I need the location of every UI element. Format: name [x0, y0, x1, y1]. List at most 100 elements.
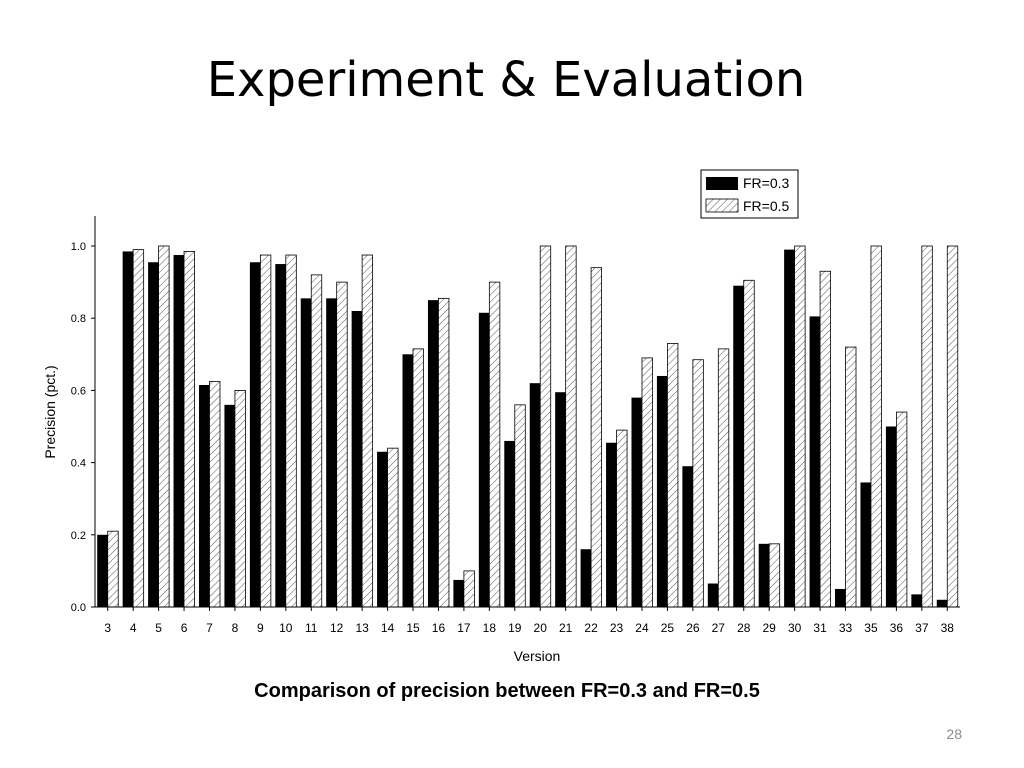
x-tick-label: 38: [941, 621, 955, 635]
bar-fr03-28: [733, 285, 744, 607]
bar-fr03-29: [758, 543, 770, 607]
x-tick-label: 18: [483, 621, 497, 635]
bar-fr05-14: [387, 447, 399, 608]
bar-fr03-25: [656, 375, 668, 607]
x-tick-label: 36: [890, 621, 904, 635]
x-tick-label: 20: [534, 621, 548, 635]
x-tick-label: 11: [305, 621, 318, 635]
bar-fr05-5: [158, 245, 170, 608]
bar-fr03-26: [682, 466, 693, 607]
x-tick-label: 33: [839, 621, 853, 635]
bar-fr05-29: [768, 543, 781, 608]
x-tick-label: 28: [737, 621, 751, 635]
bar-fr03-3: [97, 534, 108, 607]
legend-label-fr05: FR=0.5: [743, 198, 790, 214]
bar-fr05-35: [870, 245, 882, 608]
bar-fr05-20: [539, 245, 552, 608]
bar-fr03-33: [835, 588, 846, 607]
bar-fr03-35: [860, 482, 871, 607]
x-tick-label: 8: [232, 621, 239, 635]
bar-fr05-38: [946, 245, 959, 608]
page-number: 28: [946, 726, 962, 742]
x-tick-label: 27: [712, 621, 726, 635]
bar-fr05-28: [743, 279, 755, 608]
x-tick-label: 21: [559, 621, 573, 635]
legend: FR=0.3 FR=0.5: [700, 169, 799, 219]
bar-fr03-8: [224, 404, 235, 607]
x-tick-label: 6: [181, 621, 188, 635]
x-axis-label: Version: [514, 648, 561, 664]
x-tick-label: 9: [257, 621, 264, 635]
bar-fr05-7: [209, 380, 221, 608]
x-tick-label: 25: [661, 621, 675, 635]
bar-fr05-36: [896, 411, 908, 608]
x-tick-label: 30: [788, 621, 802, 635]
bar-fr05-18: [488, 281, 501, 608]
bar-fr05-16: [438, 297, 450, 608]
bar-fr03-18: [478, 312, 490, 607]
bar-fr05-11: [310, 274, 323, 608]
bar-fr05-15: [412, 348, 424, 608]
bar-fr03-11: [300, 298, 312, 607]
bar-fr03-12: [326, 298, 337, 607]
x-tick-label: 26: [686, 621, 700, 635]
legend-label-fr03: FR=0.3: [743, 175, 790, 191]
bar-fr05-8: [234, 389, 246, 608]
y-tick-label: 0.8: [71, 313, 86, 325]
y-tick-label: 1.0: [71, 241, 86, 253]
x-tick-label: 13: [355, 621, 369, 635]
bar-fr03-7: [198, 384, 210, 607]
bar-fr05-6: [183, 251, 195, 608]
bar-fr03-19: [504, 440, 515, 607]
axes-layer: [94, 216, 960, 608]
bar-fr05-31: [819, 270, 831, 608]
x-ticks: 3 4 5 6 7 8 9 10 11 12 13 14 15 16 17 18 19 20 21 22 23 24 25 2…: [104, 607, 954, 635]
bar-fr05-3: [107, 530, 119, 608]
x-tick-label: 37: [915, 621, 929, 635]
legend-swatch-fr03: [706, 177, 738, 190]
bar-fr05-21: [565, 245, 577, 608]
bar-fr03-16: [427, 300, 439, 607]
bar-fr05-22: [590, 267, 602, 608]
bar-fr03-30: [784, 249, 795, 608]
x-tick-label: 22: [584, 621, 598, 635]
x-tick-label: 15: [406, 621, 420, 635]
x-tick-label: 31: [813, 621, 827, 635]
bar-fr03-20: [529, 383, 541, 607]
x-tick-label: 29: [763, 621, 777, 635]
bar-fr05-13: [361, 254, 374, 608]
slide-title: Experiment & Evaluation: [206, 52, 806, 108]
x-tick-label: 35: [864, 621, 878, 635]
bar-fr03-14: [377, 451, 388, 607]
y-axis-label: Precision (pct.): [42, 365, 58, 458]
y-tick-label: 0.4: [71, 458, 86, 470]
x-tick-label: 19: [508, 621, 522, 635]
bar-fr05-4: [132, 249, 145, 608]
y-tick-label: 0.6: [71, 385, 86, 397]
x-tick-label: 23: [610, 621, 624, 635]
bar-fr05-23: [616, 429, 628, 608]
x-tick-label: 4: [130, 621, 137, 635]
bar-fr03-5: [148, 262, 159, 607]
x-tick-label: 12: [330, 621, 344, 635]
bar-fr05-17: [463, 570, 475, 608]
bar-fr05-30: [794, 245, 806, 608]
bar-fr03-13: [351, 310, 363, 607]
bar-fr05-33: [845, 346, 857, 608]
chart-caption: Comparison of precision between FR=0.3 a…: [254, 680, 760, 702]
bar-fr03-17: [453, 579, 464, 607]
bar-fr05-9: [259, 254, 272, 608]
bar-fr05-27: [717, 348, 730, 608]
y-tick-label: 0.0: [71, 602, 86, 614]
x-tick-label: 14: [381, 621, 395, 635]
bar-fr05-37: [921, 245, 933, 608]
bar-fr03-23: [606, 442, 617, 607]
bar-fr05-10: [285, 254, 297, 608]
y-tick-label: 0.2: [71, 530, 86, 542]
x-tick-label: 3: [104, 621, 111, 635]
bar-fr03-21: [555, 392, 566, 607]
x-tick-label: 5: [155, 621, 162, 635]
bar-fr05-12: [336, 281, 348, 608]
bar-fr03-31: [809, 316, 821, 607]
